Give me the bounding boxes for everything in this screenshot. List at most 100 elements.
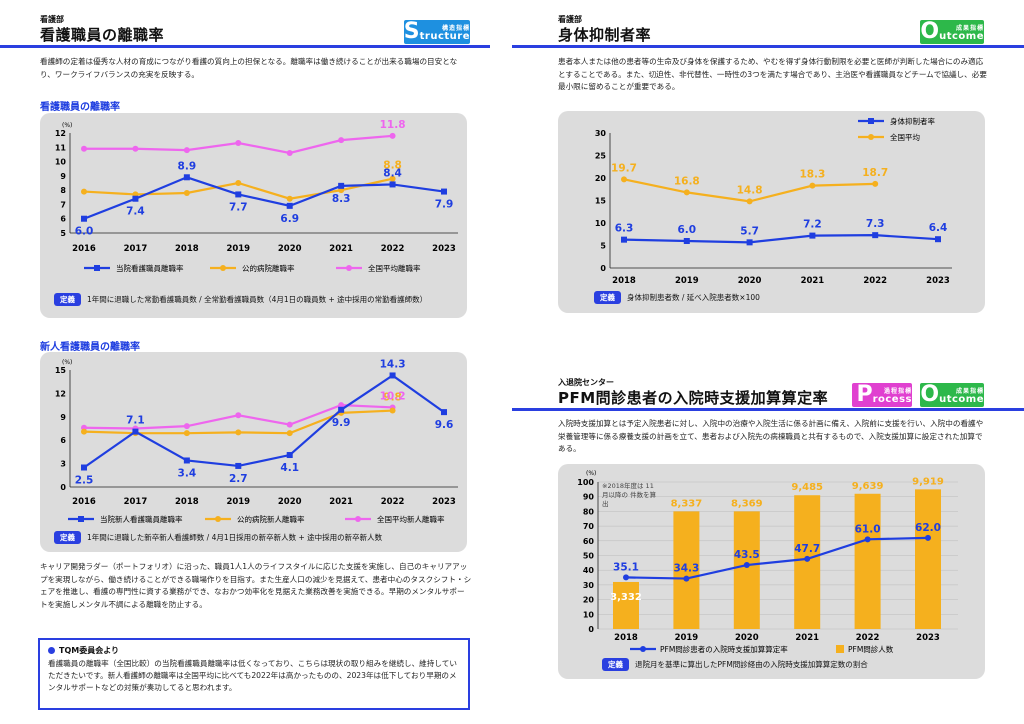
- data-label: 9.8: [383, 392, 402, 404]
- definition-text: 身体抑制患者数 / 延べ入院患者数×100: [627, 293, 760, 302]
- data-point: [804, 555, 811, 562]
- data-point: [235, 180, 242, 186]
- x-tick-label: 2020: [278, 497, 302, 507]
- y-tick-label: 30: [595, 129, 607, 138]
- badge-word: utcome: [939, 394, 984, 405]
- x-tick-label: 2023: [926, 276, 950, 286]
- bar-label: 9,639: [852, 481, 884, 492]
- y-tick-label: 5: [600, 242, 606, 251]
- x-tick-label: 2021: [329, 244, 353, 254]
- data-label: 18.7: [862, 167, 888, 179]
- new-nurse-turnover-chart: (%) 0 3 6 9 12 15 2016 2017 2018 2019 2020 2021 2022 2…: [55, 358, 458, 524]
- data-point: [621, 176, 627, 183]
- data-point: [132, 145, 139, 152]
- pfm-description: 入院時支援加算とは予定入院患者に対し、入院中の治療や入院生活に係る計画に備え、入…: [558, 419, 984, 453]
- x-tick-label: 2022: [863, 276, 887, 286]
- data-point: [389, 372, 396, 379]
- data-point: [235, 429, 242, 436]
- badge-label: 過程指標: [883, 388, 912, 395]
- x-tick-label: 2016: [72, 244, 96, 254]
- chart4-definition: 定義 退院月を基準に算出したPFM問診経由の入院時支援加算算定数の割合: [602, 658, 868, 671]
- x-tick-label: 2022: [856, 633, 880, 643]
- data-label: 43.5: [734, 549, 760, 561]
- data-label: 7.9: [435, 199, 454, 211]
- y-tick-label: 50: [583, 552, 595, 561]
- legend-marker: [346, 265, 352, 271]
- bar: [794, 495, 821, 629]
- legend-marker: [836, 645, 844, 653]
- y-tick-label: 8: [60, 186, 66, 195]
- legend-label: PFM問診患者の入院時支援加算算定率: [660, 644, 788, 654]
- bar: [613, 581, 639, 629]
- definition-text: 退院月を基準に算出したPFM問診経由の入院時支援加算算定数の割合: [635, 660, 868, 669]
- data-point: [683, 575, 690, 582]
- x-tick-label: 2020: [738, 276, 762, 286]
- data-point: [872, 180, 879, 187]
- section-description: 看護師の定着は優秀な人材の育成につながり看護の質向上の担保となる。離職率は働き続…: [40, 57, 458, 79]
- series-line: [625, 536, 929, 580]
- chart3-definition: 定義 身体抑制患者数 / 延べ入院患者数×100: [594, 291, 760, 304]
- department-label-right: 看護部: [558, 15, 582, 24]
- badge-letter: O: [920, 382, 940, 407]
- badge-label: 成果指標: [955, 25, 984, 32]
- x-tick-label: 2018: [612, 276, 636, 286]
- data-point: [809, 232, 816, 239]
- badge-letter: P: [856, 382, 873, 407]
- badge-word: rocess: [872, 394, 912, 405]
- data-label: 7.7: [229, 201, 248, 213]
- data-point: [872, 232, 879, 239]
- outcome-badge-pfm: O 成果指標 utcome: [920, 383, 984, 407]
- tqm-heading: TQM委員会より: [48, 645, 460, 656]
- legend-marker: [215, 516, 221, 522]
- data-point: [286, 202, 293, 209]
- data-point: [389, 132, 396, 139]
- y-tick-label: 30: [583, 581, 595, 590]
- x-tick-label: 2018: [175, 244, 199, 254]
- x-tick-label: 2021: [801, 276, 825, 286]
- chart4-panel: (%) 0 10 20 30 40 50 60 70 80 90 100 3,332 2018 8,337 2…: [558, 464, 985, 679]
- y-tick-label: 12: [55, 389, 66, 398]
- career-paragraph: キャリア開発ラダー（ポートフォリオ）に沿った、職員1人1人のライフスタイルに応じ…: [40, 562, 472, 609]
- data-point: [743, 562, 750, 569]
- y-tick-label: 15: [595, 197, 607, 206]
- data-label: 7.3: [866, 218, 885, 230]
- y-tick-label: 10: [55, 158, 67, 167]
- legend-marker: [94, 265, 100, 271]
- y-tick-label: 12: [55, 129, 66, 138]
- data-label: 2.5: [75, 475, 94, 487]
- x-tick-label: 2023: [916, 633, 940, 643]
- data-label: 6.9: [280, 213, 299, 225]
- series-line: [83, 176, 445, 220]
- x-tick-label: 2019: [226, 244, 250, 254]
- department-label: 看護部: [40, 15, 64, 24]
- x-tick-label: 2019: [675, 276, 699, 286]
- y-tick-label: 20: [583, 596, 595, 605]
- data-label: 6.0: [677, 224, 696, 236]
- data-label: 47.7: [794, 543, 820, 555]
- data-point: [389, 181, 396, 188]
- data-point: [235, 412, 242, 419]
- badge-letter: O: [920, 19, 940, 44]
- y-tick-label: 3: [60, 460, 66, 469]
- data-point: [235, 191, 242, 198]
- bar-label: 9,919: [912, 476, 944, 487]
- chart3-panel: 0 5 10 15 20 25 30 2018 2019 2020 2021 2022 2023 6.3 6…: [558, 111, 985, 313]
- y-tick-label: 0: [600, 264, 606, 273]
- chart1-subtitle: 看護職員の離職率: [40, 102, 120, 113]
- data-point: [235, 462, 242, 469]
- data-label: 8.3: [332, 193, 351, 205]
- y-tick-label: 0: [588, 625, 594, 634]
- y-tick-label: 6: [60, 436, 66, 445]
- data-point: [183, 423, 190, 430]
- legend-label: 公的病院離職率: [242, 263, 295, 273]
- legend-label: 当院新人看護職員離職率: [100, 514, 183, 524]
- x-tick-label: 2020: [735, 633, 759, 643]
- badge-label: 構造指標: [441, 25, 470, 32]
- bullet-icon: [48, 647, 55, 654]
- chart2-subtitle: 新人看護職員の離職率: [40, 342, 140, 353]
- legend-marker: [868, 134, 874, 140]
- definition-text: 1年間に退職した新卒新人看護師数 / 4月1日採用の新卒新人数 + 途中採用の新…: [87, 533, 383, 542]
- x-tick-label: 2017: [124, 497, 148, 507]
- data-label: 9.6: [435, 419, 454, 431]
- definition-text: 1年間に退職した常勤看護職員数 / 全常勤看護職員数（4月1日の職員数 + 途中…: [87, 295, 428, 304]
